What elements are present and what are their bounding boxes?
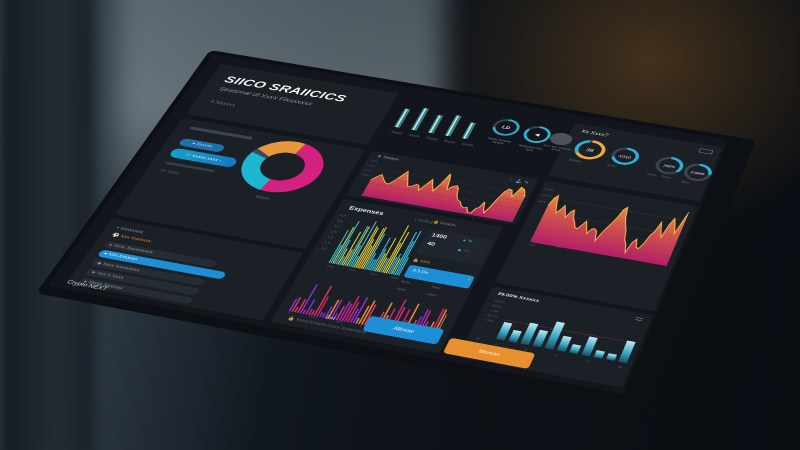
svg-text:2825: 2825 xyxy=(661,163,676,169)
svg-text:0.0845: 0.0845 xyxy=(690,171,705,176)
svg-text:38: 38 xyxy=(585,148,594,154)
svg-text:◀: ◀ xyxy=(533,133,540,138)
svg-text:LD: LD xyxy=(501,125,512,131)
svg-text:1010: 1010 xyxy=(618,154,632,160)
